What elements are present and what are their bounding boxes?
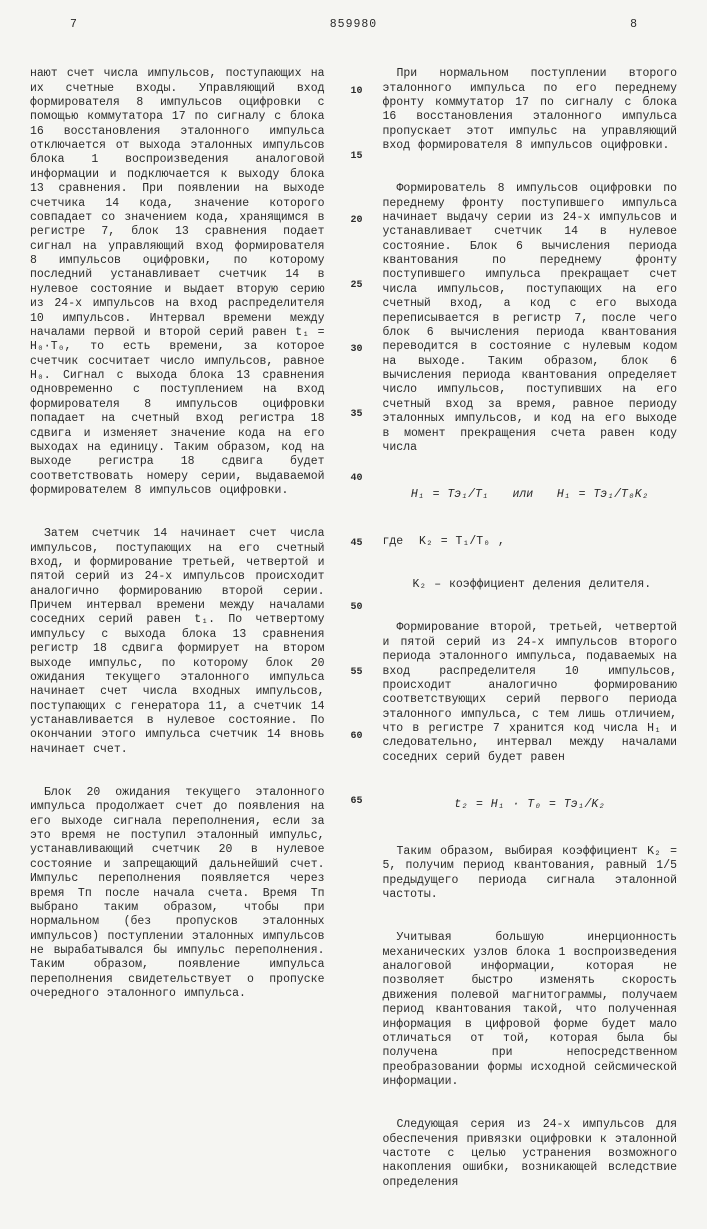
right-para-6: Следующая серия из 24-х импульсов для об… — [383, 1118, 678, 1190]
line-number: 25 — [345, 280, 363, 293]
line-number: 50 — [345, 602, 363, 615]
line-number: 10 — [345, 86, 363, 99]
right-para-5: Учитывая большую инерционность механичес… — [383, 931, 678, 1089]
formula-4: t₂ = H₁ · T₀ = Tэ₁/K₂ — [383, 798, 678, 812]
left-para-1: нают счет числа импульсов, поступающих н… — [30, 67, 325, 498]
text-columns: нают счет числа импульсов, поступающих н… — [30, 38, 677, 1218]
line-number: 15 — [345, 151, 363, 164]
line-number: 55 — [345, 667, 363, 680]
line-number: 45 — [345, 538, 363, 551]
line-number: 60 — [345, 731, 363, 744]
document-number: 859980 — [330, 18, 377, 32]
right-column: При нормальном поступлении второго этало… — [383, 38, 678, 1218]
left-para-2: Затем счетчик 14 начинает счет числа имп… — [30, 527, 325, 757]
right-para-4: Таким образом, выбирая коэффициент K₂ = … — [383, 845, 678, 903]
right-page-num: 8 — [630, 18, 637, 32]
line-number: 30 — [345, 344, 363, 357]
line-number: 35 — [345, 409, 363, 422]
formula-2: где K₂ = T₁/T₀ , — [383, 535, 678, 549]
formula-1: H₁ = Tэ₁/T₁ или H₁ = Tэ₁/T₀K₂ — [383, 488, 678, 502]
line-number: 40 — [345, 473, 363, 486]
left-column: нают счет числа импульсов, поступающих н… — [30, 38, 325, 1218]
line-number: 20 — [345, 215, 363, 228]
line-number: 65 — [345, 796, 363, 809]
formula-3: K₂ – коэффициент деления делителя. — [383, 578, 678, 592]
page-header: 7 859980 8 — [30, 18, 677, 32]
line-number-gutter: 10 15 20 25 30 35 40 45 50 55 60 65 — [345, 38, 363, 1218]
right-para-2: Формирователь 8 импульсов оцифровки по п… — [383, 182, 678, 455]
patent-page: 7 859980 8 нают счет числа импульсов, по… — [0, 0, 707, 1229]
right-para-1: При нормальном поступлении второго этало… — [383, 67, 678, 153]
right-para-3: Формирование второй, третьей, четвертой … — [383, 621, 678, 765]
left-page-num: 7 — [70, 18, 77, 32]
left-para-3: Блок 20 ожидания текущего эталонного имп… — [30, 786, 325, 1002]
